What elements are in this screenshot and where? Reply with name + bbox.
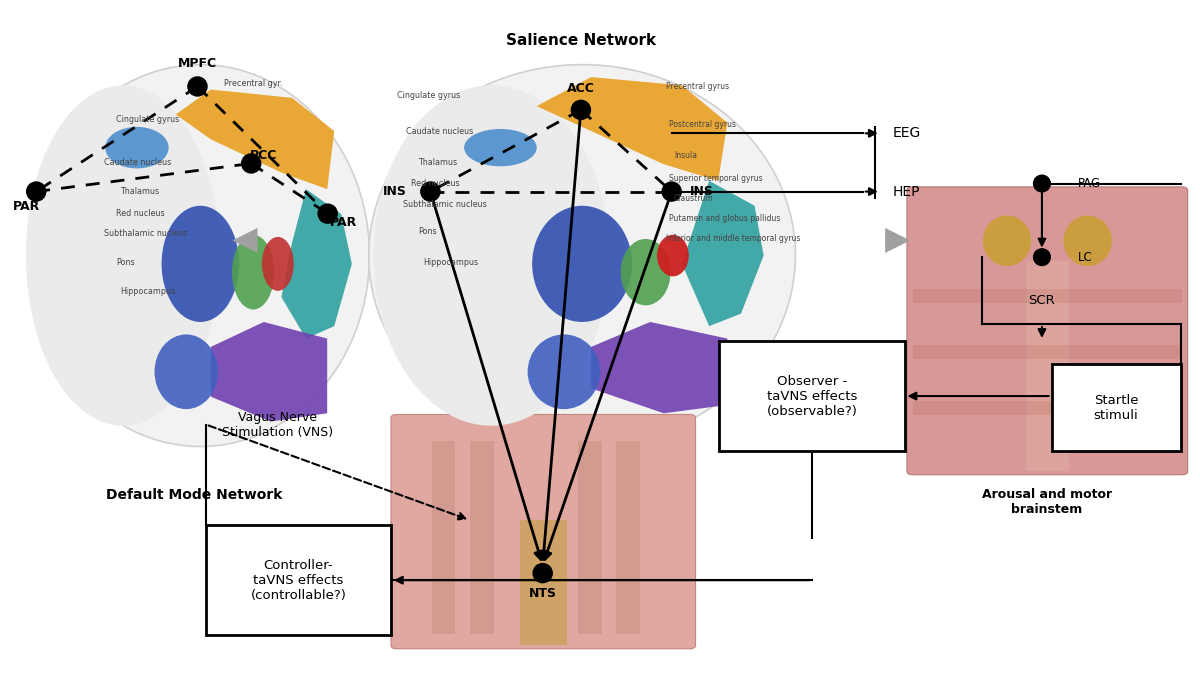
Text: SCR: SCR [1028, 294, 1055, 307]
Ellipse shape [620, 239, 671, 305]
Ellipse shape [155, 334, 218, 409]
Bar [913, 345, 1182, 359]
Text: Cingulate gyrus: Cingulate gyrus [397, 90, 460, 100]
Text: Superior temporal gyrus: Superior temporal gyrus [670, 173, 763, 183]
Text: Pons: Pons [419, 227, 437, 236]
Ellipse shape [26, 182, 46, 201]
Ellipse shape [318, 204, 337, 223]
Ellipse shape [532, 206, 632, 322]
Text: Caudate nucleus: Caudate nucleus [407, 127, 474, 136]
FancyBboxPatch shape [206, 525, 391, 635]
Text: Precentral gyr.: Precentral gyr. [223, 78, 282, 88]
Text: Observer -
taVNS effects
(observable?): Observer - taVNS effects (observable?) [767, 375, 858, 418]
Polygon shape [682, 181, 763, 326]
FancyBboxPatch shape [391, 414, 696, 649]
Text: Controller-
taVNS effects
(controllable?): Controller- taVNS effects (controllable?… [251, 559, 347, 601]
Text: ACC: ACC [566, 82, 595, 95]
Ellipse shape [31, 65, 370, 446]
Ellipse shape [106, 127, 169, 168]
Text: Putamen and globus pallidus: Putamen and globus pallidus [670, 214, 781, 223]
Bar [913, 289, 1182, 302]
Text: Startle
stimuli: Startle stimuli [1093, 394, 1139, 422]
Bar [432, 441, 456, 634]
Text: Caudate nucleus: Caudate nucleus [104, 157, 172, 167]
Ellipse shape [26, 85, 220, 426]
Polygon shape [281, 189, 352, 339]
FancyBboxPatch shape [907, 187, 1188, 475]
Ellipse shape [1033, 176, 1050, 192]
Text: Salience Network: Salience Network [506, 33, 656, 48]
Ellipse shape [464, 129, 536, 166]
Ellipse shape [1063, 215, 1112, 266]
Text: Precentral gyrus: Precentral gyrus [666, 82, 728, 91]
Text: Red nucleus: Red nucleus [412, 179, 460, 188]
Text: Claustrum: Claustrum [674, 194, 714, 202]
Text: Inferior and middle temporal gyrus: Inferior and middle temporal gyrus [666, 234, 800, 243]
Text: PCC: PCC [250, 149, 277, 162]
Ellipse shape [656, 235, 689, 276]
Ellipse shape [262, 237, 294, 291]
Polygon shape [592, 322, 727, 413]
Text: INS: INS [383, 185, 407, 198]
Text: PAG: PAG [1078, 177, 1100, 190]
Ellipse shape [421, 182, 440, 201]
Ellipse shape [188, 77, 208, 96]
Text: NTS: NTS [529, 587, 557, 599]
Text: Insula: Insula [674, 151, 697, 160]
Ellipse shape [1033, 249, 1050, 265]
Bar [520, 520, 566, 645]
Text: Vagus Nerve
Stimulation (VNS): Vagus Nerve Stimulation (VNS) [222, 410, 334, 439]
Text: Subthalamic nucleus: Subthalamic nucleus [104, 230, 188, 238]
Ellipse shape [983, 215, 1031, 266]
Text: Thalamus: Thalamus [419, 157, 457, 167]
Ellipse shape [241, 154, 260, 173]
Text: HEP: HEP [893, 184, 920, 198]
Text: Hippocampus: Hippocampus [424, 258, 479, 267]
Text: Red nucleus: Red nucleus [116, 209, 164, 218]
Bar [470, 441, 493, 634]
Polygon shape [211, 322, 328, 422]
Text: Cingulate gyrus: Cingulate gyrus [116, 115, 180, 124]
Text: Default Mode Network: Default Mode Network [106, 488, 282, 502]
Text: LC: LC [1078, 250, 1092, 264]
Text: Thalamus: Thalamus [120, 187, 158, 196]
Bar [1026, 261, 1069, 471]
Polygon shape [536, 77, 727, 181]
Ellipse shape [373, 85, 610, 426]
Polygon shape [175, 90, 335, 189]
Text: Pons: Pons [116, 258, 134, 267]
Ellipse shape [162, 206, 239, 322]
Ellipse shape [528, 334, 600, 409]
Text: PAR: PAR [330, 216, 356, 229]
Text: Subthalamic nucleus: Subthalamic nucleus [403, 200, 487, 209]
Ellipse shape [662, 182, 682, 201]
FancyBboxPatch shape [1051, 364, 1181, 452]
Text: MPFC: MPFC [178, 57, 217, 70]
Text: PAR: PAR [13, 200, 41, 213]
Text: Arousal and motor
brainstem: Arousal and motor brainstem [982, 488, 1111, 516]
Text: INS: INS [690, 185, 714, 198]
FancyBboxPatch shape [720, 341, 905, 452]
Text: Hippocampus: Hippocampus [120, 288, 175, 296]
Ellipse shape [571, 101, 590, 119]
Ellipse shape [368, 65, 796, 446]
Bar [617, 441, 640, 634]
Bar [913, 401, 1182, 415]
Text: Postcentral gyrus: Postcentral gyrus [670, 120, 737, 129]
Ellipse shape [232, 235, 275, 310]
Bar [578, 441, 601, 634]
Ellipse shape [533, 564, 552, 583]
Text: EEG: EEG [893, 126, 920, 140]
